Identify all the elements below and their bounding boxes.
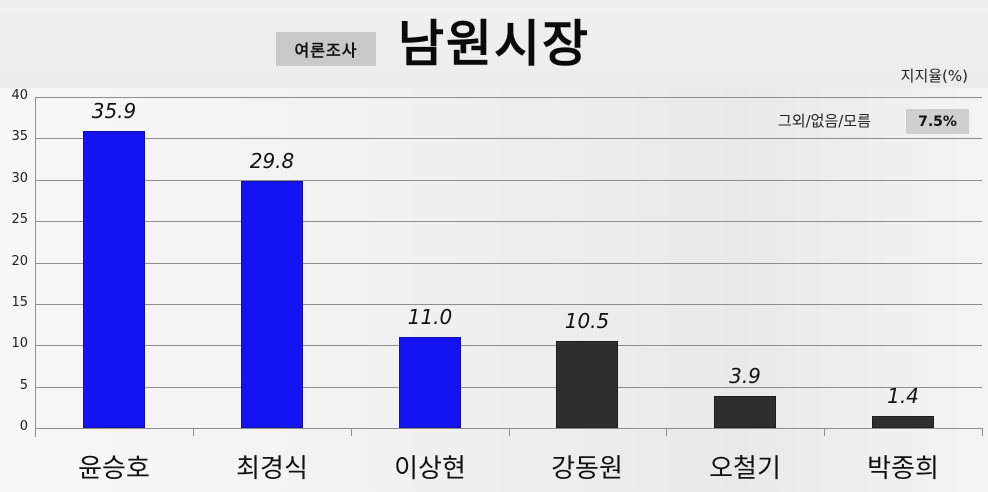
x-tick [666, 428, 667, 436]
survey-tag: 여론조사 [276, 32, 376, 66]
x-tick [193, 428, 194, 436]
value-label: 35.9 [91, 99, 137, 123]
gridline [35, 97, 982, 98]
gridline [35, 263, 982, 264]
y-tick-label: 20 [11, 254, 28, 269]
bar [241, 181, 303, 428]
bar [399, 337, 461, 428]
gridline [35, 345, 982, 346]
gridline [35, 304, 982, 305]
value-label: 1.4 [887, 384, 919, 408]
category-label: 박종희 [867, 454, 939, 484]
category-label: 윤승호 [78, 454, 150, 484]
y-tick-label: 40 [11, 88, 28, 103]
x-tick [35, 428, 36, 436]
bar [714, 396, 776, 428]
x-tick [824, 428, 825, 436]
category-label: 이상현 [394, 454, 466, 484]
category-label: 최경식 [236, 454, 308, 484]
y-tick-label: 10 [11, 336, 28, 351]
x-tick [982, 428, 983, 436]
bar [556, 341, 618, 428]
others-label: 그외/없음/모름 [778, 112, 871, 130]
y-tick-label: 0 [19, 419, 28, 434]
y-tick-label: 5 [19, 378, 28, 393]
category-label: 오철기 [709, 454, 781, 484]
header-band [0, 0, 988, 88]
x-tick [351, 428, 352, 436]
chart-title: 남원시장 [398, 15, 590, 73]
category-label: 강동원 [551, 454, 623, 484]
value-label: 11.0 [407, 305, 453, 329]
x-tick [509, 428, 510, 436]
bar [83, 131, 145, 428]
y-tick-label: 35 [11, 129, 28, 144]
value-label: 3.9 [729, 364, 761, 388]
y-tick-label: 15 [11, 295, 28, 310]
unit-label: 지지율(%) [900, 67, 968, 85]
gridline [35, 221, 982, 222]
value-label: 10.5 [564, 309, 610, 333]
value-label: 29.8 [249, 149, 295, 173]
others-value: 7.5% [906, 109, 969, 134]
y-tick-label: 25 [11, 212, 28, 227]
y-axis [35, 97, 36, 437]
bar [872, 416, 934, 428]
gridline [35, 138, 982, 139]
gridline [35, 387, 982, 388]
gridline [35, 180, 982, 181]
y-tick-label: 30 [11, 171, 28, 186]
gridline [35, 428, 982, 429]
